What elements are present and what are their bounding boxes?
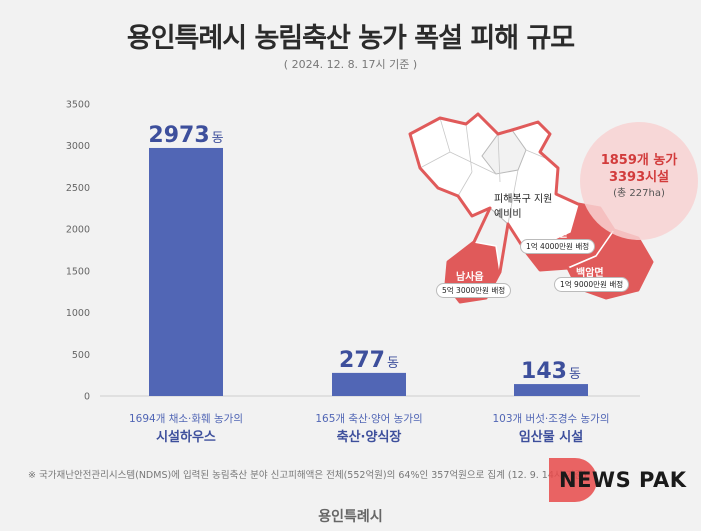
budget-badge-wonsam: 1억 4000만원 배정 bbox=[520, 239, 596, 254]
map-label-wonsam: 원삼면 bbox=[540, 229, 568, 240]
yongin-logo: 용인특례시 bbox=[318, 509, 383, 525]
bar-2 bbox=[332, 372, 406, 396]
category-label: 임산물 시설 bbox=[519, 429, 583, 445]
y-tick-label: 1000 bbox=[66, 308, 90, 319]
summary-area: (총 227ha) bbox=[613, 188, 665, 199]
y-tick-label: 0 bbox=[84, 392, 90, 403]
y-tick-label: 1500 bbox=[66, 266, 90, 277]
watermark-emblem-icon bbox=[549, 458, 597, 502]
map-label-baegam: 백암면 bbox=[576, 268, 604, 279]
bar-value-label: 2973 동 bbox=[148, 123, 223, 148]
category-label: 시설하우스 bbox=[156, 429, 216, 445]
bar-3 bbox=[514, 384, 588, 396]
bar-1 bbox=[149, 147, 223, 396]
category-note: 165개 축산·양어 농가의 bbox=[315, 413, 422, 425]
budget-badge-baegam: 1억 9000만원 배정 bbox=[554, 277, 630, 292]
summary-farms: 1859개 농가 bbox=[600, 153, 678, 168]
y-tick-label: 2500 bbox=[66, 183, 90, 194]
category-label: 축산·양식장 bbox=[337, 429, 402, 445]
damage-summary-callout: 1859개 농가 3393시설 (총 227ha) bbox=[580, 122, 698, 240]
summary-facilities: 3393시설 bbox=[608, 170, 670, 185]
category-note: 1694개 채소·화훼 농가의 bbox=[129, 413, 243, 425]
y-tick-label: 500 bbox=[72, 350, 90, 361]
bar-chart: 0 500 1000 1500 2000 2500 3000 3500 2973 동 1694개 채… bbox=[66, 100, 640, 445]
map-center-label: 피해복구 지원 예비비 bbox=[494, 194, 553, 220]
y-tick-label: 2000 bbox=[66, 225, 90, 236]
y-tick-label: 3500 bbox=[66, 100, 90, 111]
page-subtitle: ( 2024. 12. 8. 17시 기준 ) bbox=[283, 58, 418, 71]
bar-value-label: 277 동 bbox=[339, 348, 399, 373]
damage-map: 피해복구 지원 예비비 원삼면 1억 4000만원 배정 백암면 1억 9000… bbox=[400, 112, 700, 312]
budget-badge-namsa: 5억 3000만원 배정 bbox=[436, 283, 512, 298]
bar-value-label: 143 동 bbox=[521, 359, 581, 384]
category-note: 103개 버섯·조경수 농가의 bbox=[493, 412, 610, 425]
page-title: 용인특례시 농림축산 농가 폭설 피해 규모 bbox=[126, 23, 575, 54]
y-tick-label: 3000 bbox=[66, 141, 90, 152]
map-label-namsa: 남사읍 bbox=[456, 272, 484, 283]
newspak-watermark: NEWS PAK bbox=[545, 452, 695, 508]
footnote: ※ 국가재난안전관리시스템(NDMS)에 입력된 농림축산 분야 신고피해액은 … bbox=[28, 470, 587, 481]
